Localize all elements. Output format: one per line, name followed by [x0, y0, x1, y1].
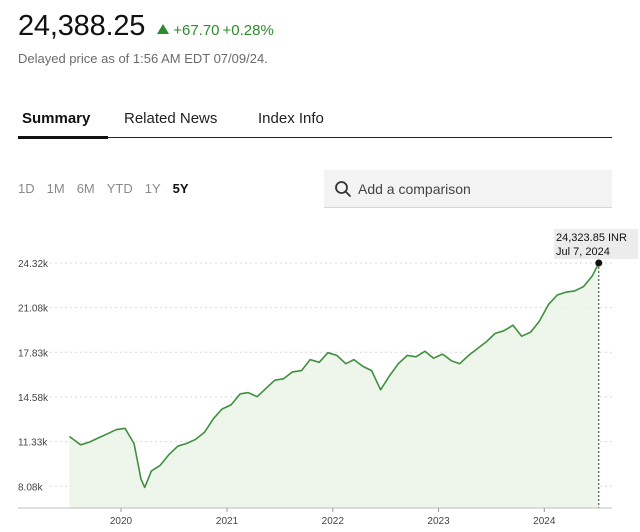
quote-header: 24,388.25 +67.70 +0.28% — [18, 10, 274, 43]
active-tab-indicator — [18, 136, 108, 139]
chart-series-line — [68, 262, 600, 489]
current-price: 24,388.25 — [18, 10, 146, 42]
x-tick-label: 2023 — [427, 516, 450, 527]
add-comparison-input[interactable]: Add a comparison — [324, 170, 612, 208]
comparison-placeholder: Add a comparison — [358, 180, 471, 197]
tab-summary[interactable]: Summary — [22, 110, 91, 127]
chart-tooltip: 24,323.85 INR Jul 7, 2024 — [554, 229, 638, 260]
search-icon — [335, 180, 351, 197]
y-tick-label: 17.83k — [18, 348, 49, 359]
time-range-selector: 1D 1M 6M YTD 1Y 5Y — [18, 181, 201, 196]
tab-index-info[interactable]: Index Info — [258, 110, 324, 127]
x-tick-label: 2021 — [216, 516, 239, 527]
range-1y[interactable]: 1Y — [144, 181, 161, 196]
range-5y[interactable]: 5Y — [172, 181, 189, 196]
x-tick-label: 2020 — [110, 516, 133, 527]
y-tick-label: 14.58k — [18, 393, 49, 404]
y-tick-label: 11.33k — [18, 438, 48, 449]
x-tick-label: 2022 — [322, 516, 345, 527]
change-percent: +0.28% — [222, 21, 274, 39]
delayed-price-note: Delayed price as of 1:56 AM EDT 07/09/24… — [18, 51, 268, 66]
change-value: +67.70 — [173, 21, 220, 39]
tooltip-date: Jul 7, 2024 — [556, 246, 610, 258]
tab-related-news[interactable]: Related News — [124, 110, 218, 127]
chart-area-fill — [69, 263, 599, 508]
price-change: +67.70 +0.28% — [157, 22, 274, 39]
last-price-marker — [595, 259, 603, 267]
tooltip-value: 24,323.85 INR — [556, 232, 627, 244]
range-ytd[interactable]: YTD — [106, 181, 133, 196]
y-tick-label: 24.32k — [18, 259, 49, 270]
y-tick-label: 8.08k — [18, 482, 43, 493]
range-1d[interactable]: 1D — [18, 181, 35, 196]
up-arrow-icon — [157, 24, 170, 34]
x-tick-label: 2024 — [533, 516, 556, 527]
range-6m[interactable]: 6M — [76, 181, 95, 196]
y-tick-label: 21.08k — [18, 304, 49, 315]
range-1m[interactable]: 1M — [46, 181, 65, 196]
tab-bar: Summary Related News Index Info — [18, 108, 612, 139]
